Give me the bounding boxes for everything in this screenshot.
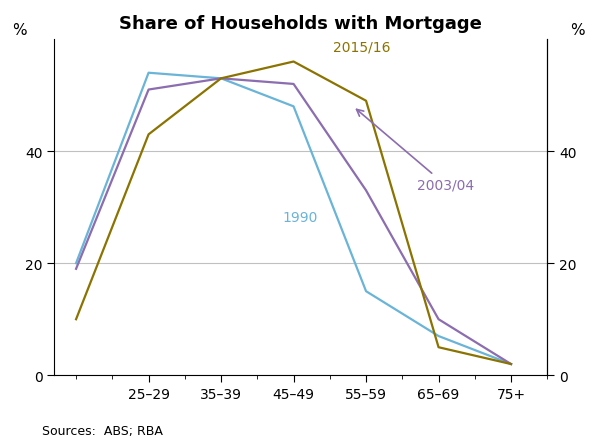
Text: Sources:  ABS; RBA: Sources: ABS; RBA bbox=[42, 424, 162, 437]
Title: Share of Households with Mortgage: Share of Households with Mortgage bbox=[119, 15, 482, 33]
Text: %: % bbox=[13, 23, 27, 39]
Text: 2015/16: 2015/16 bbox=[334, 40, 391, 54]
Text: 2003/04: 2003/04 bbox=[356, 110, 474, 192]
Text: 1990: 1990 bbox=[283, 211, 318, 224]
Text: %: % bbox=[570, 23, 584, 39]
